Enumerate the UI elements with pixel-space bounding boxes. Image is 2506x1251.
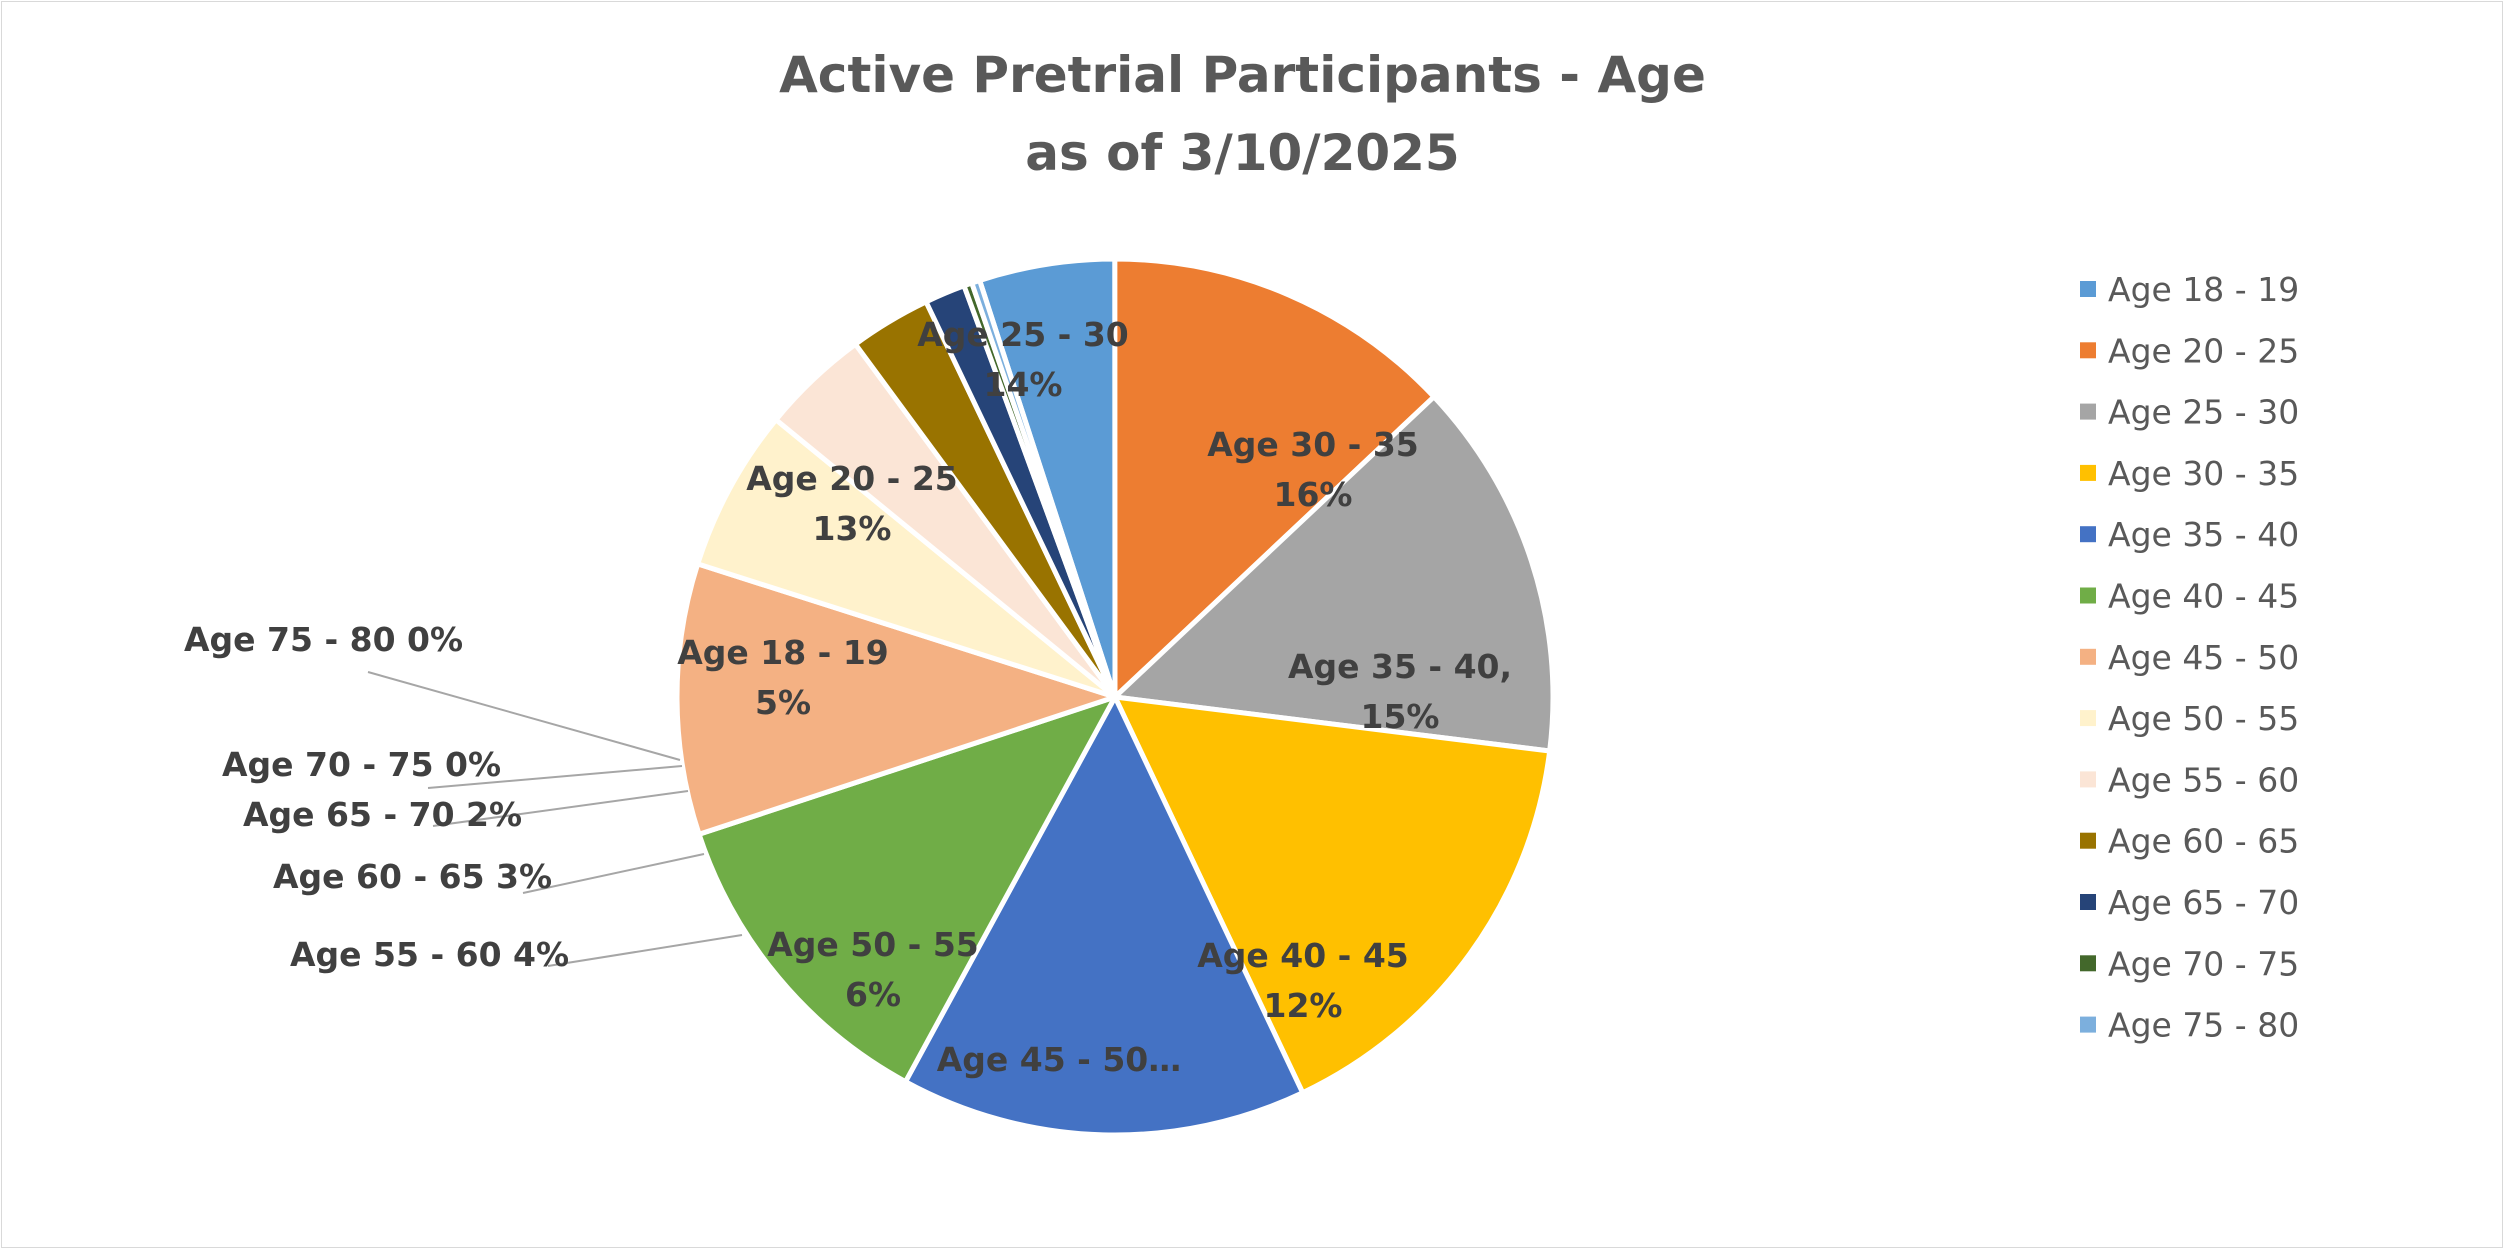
legend-entry: Age 20 - 25 [2108,331,2299,370]
legend-entry: Age 35 - 40 [2108,515,2299,554]
legend-swatch [2080,710,2096,727]
legend-swatch [2080,894,2096,910]
legend-entry: Age 18 - 19 [2108,270,2299,309]
pie-slice [903,694,1306,1138]
legend-entry: Age 25 - 30 [2108,393,2299,432]
slice-label: Age 45 - 50… [937,1040,1182,1079]
legend-swatch [2080,1016,2096,1033]
pie-slice [1112,394,1556,754]
pie-slice [674,561,1118,837]
legend-swatch [2080,464,2096,481]
slice-label: Age 65 - 70 2% [243,795,522,834]
legend-entry: Age 55 - 60 [2108,760,2299,799]
legend-entry: Age 50 - 55 [2108,699,2299,738]
leader-line [522,853,705,894]
pie-slice [1112,694,1553,1096]
legend-entry: Age 70 - 75 [2108,944,2299,983]
legend-swatch [2080,587,2096,604]
chart-title-line-1: Active Pretrial Participants - Age [779,46,1706,104]
slice-label: Age 25 - 30 14% [917,315,1129,404]
pie-slice [696,694,1118,1085]
pie-slice [695,417,1118,700]
leader-line [432,790,689,827]
slice-label: Age 60 - 65 3% [273,857,552,896]
legend-swatch [2080,526,2096,543]
legend-entry: Age 40 - 45 [2108,577,2299,616]
legend-swatch [2080,648,2096,665]
chart-title-line-2: as of 3/10/2025 [1025,124,1460,182]
slice-label: Age 70 - 75 0% [222,745,501,784]
leader-line [367,671,681,761]
legend-swatch [2080,832,2096,849]
legend-swatch [2080,403,2096,420]
chart-title: Active Pretrial Participants - Age as of… [0,36,2485,192]
legend-swatch [2080,955,2096,972]
leader-lines [367,671,743,967]
leader-line [427,765,683,789]
slice-label: Age 75 - 80 0% [184,620,463,659]
pie-slice [1112,256,1437,700]
slice-label: Age 35 - 40, 15% [1288,647,1512,736]
pie-slice [969,277,1118,700]
legend-entry: Age 75 - 80 [2108,1006,2299,1045]
legend: Age 18 - 19 Age 20 - 25 Age 25 - 30 Age 30 … [2080,270,2299,1045]
slice-label: Age 50 - 55 6% [767,925,979,1014]
slice-label: Age 55 - 60 4% [290,935,569,974]
legend-swatch [2080,342,2096,359]
pie-slices [674,256,1556,1138]
legend-entry: Age 30 - 35 [2108,454,2299,493]
leader-line [547,934,743,967]
slice-label: Age 18 - 19 5% [677,633,889,722]
slice-label: Age 30 - 35 16% [1207,425,1419,514]
slice-label: Age 40 - 45 12% [1197,936,1409,1025]
slice-labels: Age 18 - 19 5% Age 20 - 25 13% Age 25 - 30 14… [184,315,1512,1079]
legend-entry: Age 60 - 65 [2108,822,2299,861]
legend-entry: Age 45 - 50 [2108,638,2299,677]
legend-swatch [2080,281,2096,297]
legend-swatch [2080,771,2096,788]
slice-label: Age 20 - 25 13% [746,459,958,548]
legend-entry: Age 65 - 70 [2108,883,2299,922]
